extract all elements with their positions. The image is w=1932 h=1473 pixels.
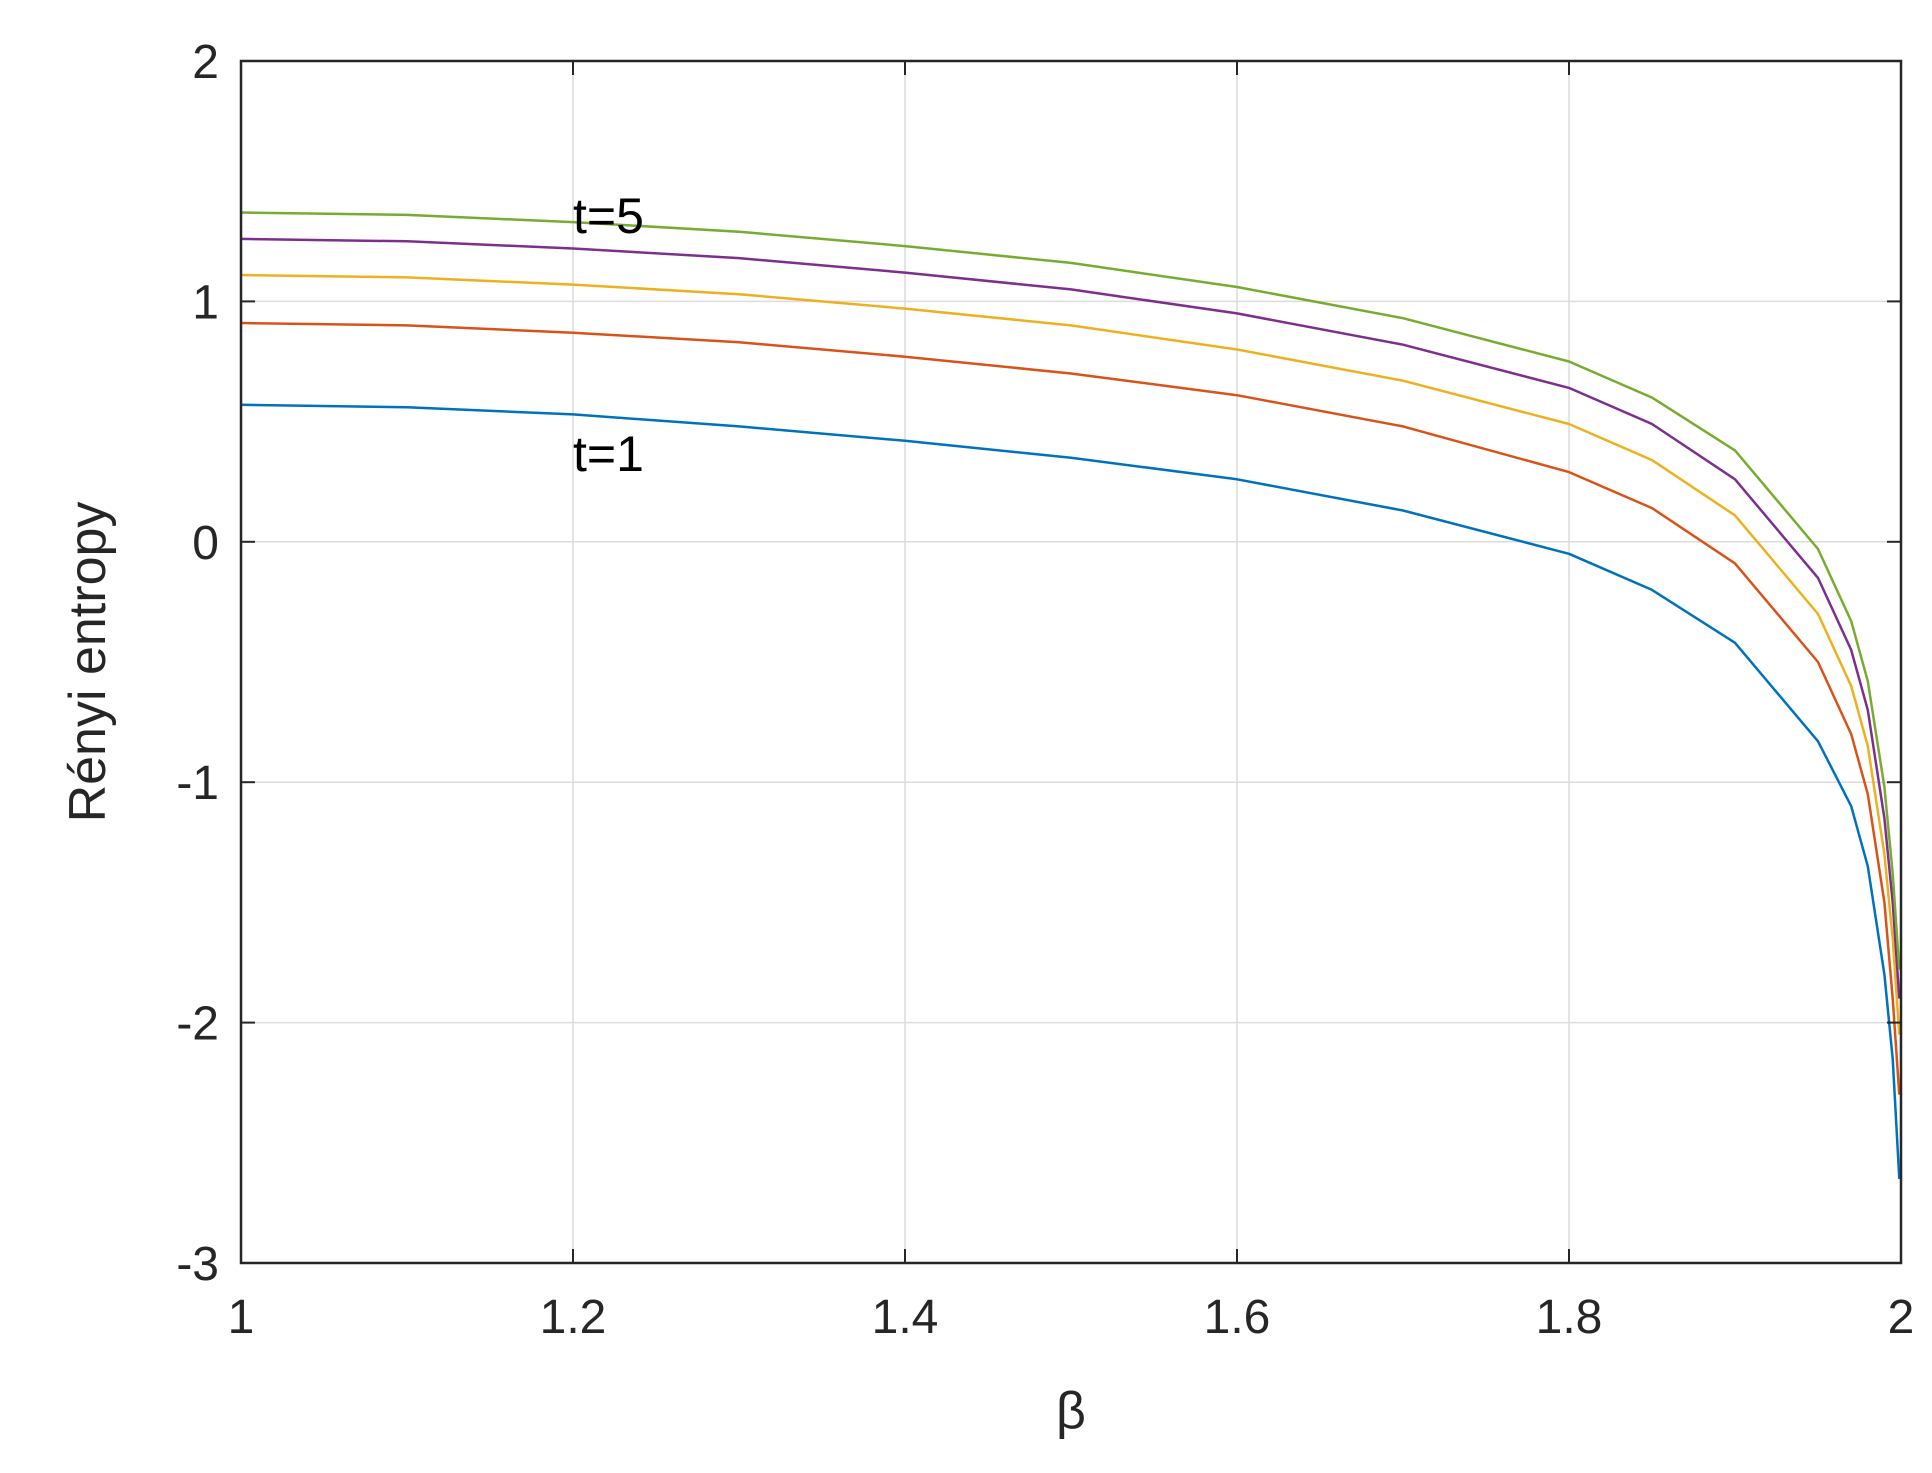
x-tick-label: 1.4 (872, 1291, 939, 1344)
y-tick-label: -2 (176, 998, 219, 1051)
x-tick-label: 1.8 (1536, 1291, 1603, 1344)
y-tick-label: 1 (192, 276, 219, 329)
series-line-4 (240, 237, 1901, 999)
x-tick-label: 2 (1888, 1291, 1915, 1344)
y-tick-label: -3 (176, 1238, 219, 1291)
y-tick-label: 2 (192, 36, 219, 89)
series-line-5 (240, 211, 1901, 970)
axes-box (239, 59, 1903, 1265)
x-axis-label: β (1056, 1382, 1086, 1440)
annotation-label: t=5 (573, 188, 644, 244)
series-line-2 (240, 321, 1901, 1095)
x-tick-label: 1.2 (540, 1291, 607, 1344)
x-tick-label: 1 (228, 1291, 255, 1344)
y-tick-label: -1 (176, 757, 219, 810)
annotation-label: t=1 (573, 426, 644, 482)
ticks: 1 1.2 1.4 1.6 1.8 2 -3 -2 -1 0 1 2 (176, 36, 1914, 1344)
y-tick-label: 0 (192, 517, 219, 570)
series-lines (240, 211, 1901, 1179)
series-line-1 (240, 403, 1901, 1179)
y-axis-label: Rényi entropy (59, 502, 117, 823)
annotations: t=5 t=1 (573, 188, 644, 482)
series-line-3 (240, 273, 1901, 1035)
x-tick-label: 1.6 (1204, 1291, 1271, 1344)
